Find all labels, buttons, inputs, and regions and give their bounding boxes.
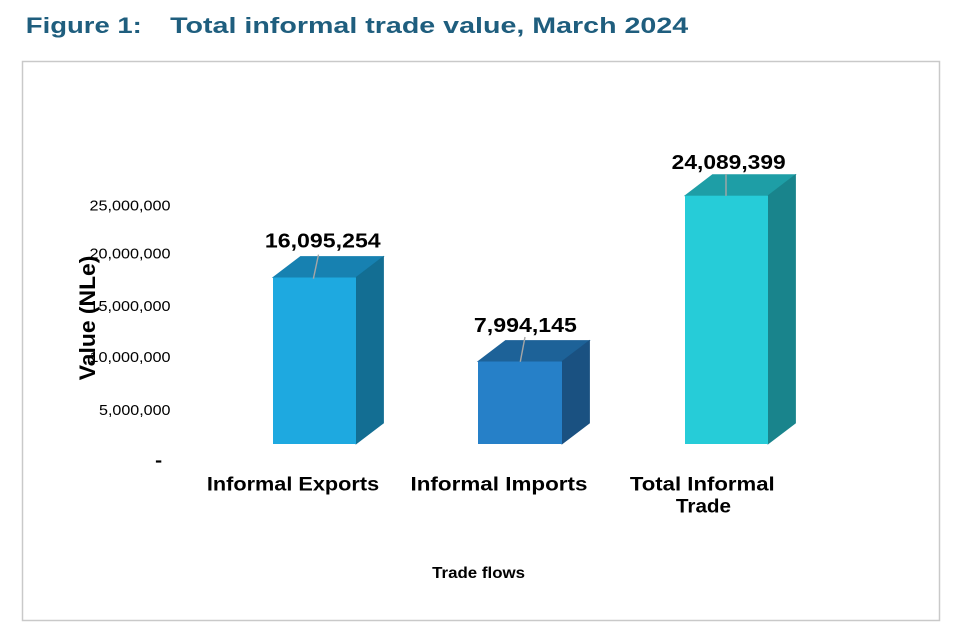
- svg-text:10,000,000: 10,000,000: [90, 349, 171, 366]
- svg-text:16,095,254: 16,095,254: [265, 230, 381, 253]
- svg-text:Trade: Trade: [676, 496, 731, 518]
- svg-text:15,000,000: 15,000,000: [90, 298, 171, 315]
- svg-text:5,000,000: 5,000,000: [99, 402, 171, 419]
- svg-text:25,000,000: 25,000,000: [90, 197, 171, 214]
- svg-text:Informal Exports: Informal Exports: [207, 474, 379, 496]
- svg-text:Informal Imports: Informal Imports: [411, 474, 588, 496]
- svg-text:Figure 1:: Figure 1:: [26, 13, 142, 38]
- svg-text:24,089,399: 24,089,399: [672, 151, 786, 174]
- svg-text:Total informal trade value, Ma: Total informal trade value, March 2024: [170, 13, 689, 38]
- svg-text:Trade flows: Trade flows: [432, 565, 525, 582]
- svg-text:Total Informal: Total Informal: [630, 474, 775, 496]
- svg-text:20,000,000: 20,000,000: [90, 246, 171, 263]
- svg-text:Value (NLe): Value (NLe): [75, 256, 100, 381]
- svg-text:7,994,145: 7,994,145: [474, 314, 577, 337]
